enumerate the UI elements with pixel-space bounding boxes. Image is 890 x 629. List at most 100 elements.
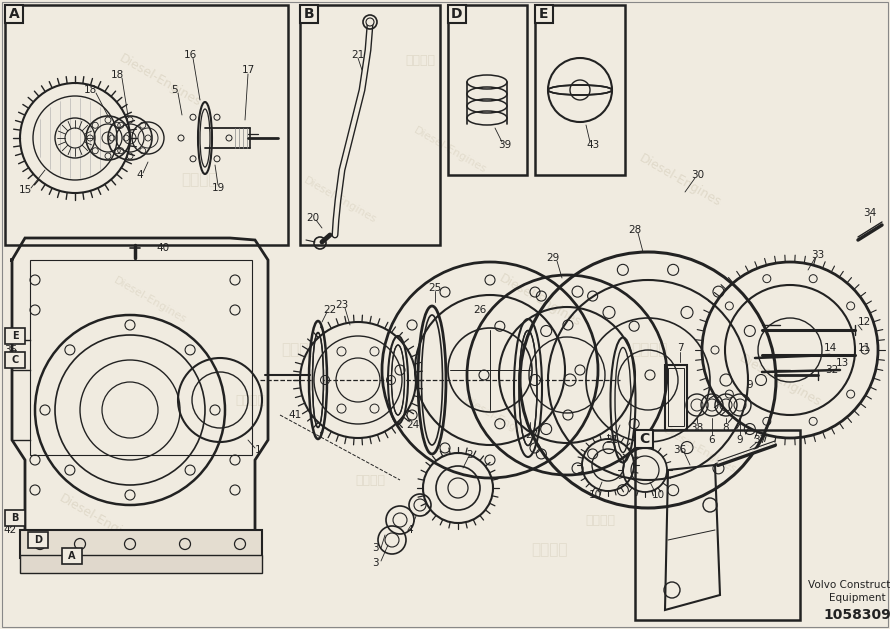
Text: Diesel-Engines: Diesel-Engines <box>302 175 378 225</box>
Text: 21: 21 <box>352 50 365 60</box>
Text: 紫发动力: 紫发动力 <box>355 474 385 486</box>
Bar <box>300 5 440 245</box>
Text: Volvo Construction: Volvo Construction <box>808 580 890 590</box>
Text: 29: 29 <box>546 253 560 263</box>
Text: 8: 8 <box>723 423 729 433</box>
Text: 15: 15 <box>19 185 32 195</box>
Text: 27: 27 <box>525 430 538 440</box>
Text: 17: 17 <box>241 65 255 75</box>
Text: C: C <box>12 355 19 365</box>
Text: Equipment: Equipment <box>829 593 886 603</box>
Text: 37: 37 <box>753 435 766 445</box>
Ellipse shape <box>548 85 612 95</box>
Bar <box>5 510 25 526</box>
Text: 12: 12 <box>858 317 871 327</box>
Text: 22: 22 <box>323 305 336 315</box>
Text: Diesel-Engines: Diesel-Engines <box>117 51 203 109</box>
Bar <box>668 368 684 426</box>
Text: 32: 32 <box>825 365 838 375</box>
Text: A: A <box>9 7 20 21</box>
Text: 16: 16 <box>183 50 197 60</box>
Text: 1058309: 1058309 <box>823 608 890 622</box>
Text: 10: 10 <box>651 490 665 500</box>
Bar <box>535 5 553 23</box>
Text: 33: 33 <box>812 250 825 260</box>
Text: 36: 36 <box>674 445 686 455</box>
Text: Diesel-Engines: Diesel-Engines <box>636 151 724 209</box>
Text: 紫发动力: 紫发动力 <box>282 343 319 357</box>
Bar <box>5 5 288 245</box>
Text: 4: 4 <box>137 170 143 180</box>
Text: Diesel-Engines: Diesel-Engines <box>57 491 143 548</box>
Text: 18: 18 <box>84 85 97 95</box>
Text: 40: 40 <box>157 243 170 253</box>
Text: 34: 34 <box>863 208 877 218</box>
Text: E: E <box>12 331 19 341</box>
Bar <box>448 5 466 23</box>
Text: 20: 20 <box>306 213 320 223</box>
Bar <box>635 430 653 448</box>
Text: E: E <box>539 7 549 21</box>
Text: 3: 3 <box>372 543 378 553</box>
Text: 紫发动力: 紫发动力 <box>531 542 568 557</box>
Text: 10: 10 <box>588 490 602 500</box>
Text: Diesel-Engines: Diesel-Engines <box>662 425 738 475</box>
Bar <box>5 328 25 344</box>
Bar <box>5 352 25 368</box>
Text: 紫发动力: 紫发动力 <box>585 513 615 526</box>
Bar <box>20 555 262 573</box>
Text: Diesel-Engines: Diesel-Engines <box>737 351 823 409</box>
Bar <box>635 430 800 620</box>
Text: 6: 6 <box>708 435 716 445</box>
Bar <box>665 365 687 430</box>
Bar <box>300 5 318 23</box>
Text: 41: 41 <box>288 410 302 420</box>
Bar <box>28 532 48 548</box>
Text: C: C <box>639 432 649 446</box>
Ellipse shape <box>312 333 323 428</box>
Text: 1: 1 <box>255 445 262 455</box>
Text: D: D <box>451 7 463 21</box>
Bar <box>62 548 82 564</box>
Text: 28: 28 <box>628 225 642 235</box>
Text: 24: 24 <box>407 420 419 430</box>
Text: 18: 18 <box>110 70 124 80</box>
Bar <box>20 530 262 558</box>
Text: 43: 43 <box>587 140 600 150</box>
Text: 3: 3 <box>372 558 378 568</box>
Text: Diesel-Engines: Diesel-Engines <box>412 125 489 175</box>
Text: 5: 5 <box>172 85 178 95</box>
Text: 35: 35 <box>4 345 17 355</box>
Text: 7: 7 <box>676 343 684 353</box>
Bar <box>30 260 252 455</box>
Text: 11: 11 <box>858 343 871 353</box>
Ellipse shape <box>392 345 404 415</box>
Text: Diesel-Engines: Diesel-Engines <box>112 275 188 325</box>
Text: D: D <box>34 535 42 545</box>
Text: B: B <box>303 7 314 21</box>
Bar <box>535 5 625 175</box>
Text: Diesel-Engines: Diesel-Engines <box>462 395 538 445</box>
Ellipse shape <box>200 109 210 167</box>
Text: A: A <box>69 551 76 561</box>
Text: 31: 31 <box>605 435 619 445</box>
Text: 25: 25 <box>428 283 441 293</box>
Text: 26: 26 <box>473 305 487 315</box>
Text: 30: 30 <box>692 170 705 180</box>
Text: 14: 14 <box>823 343 837 353</box>
Text: 42: 42 <box>3 525 16 535</box>
Bar <box>5 5 23 23</box>
Text: 19: 19 <box>212 183 224 193</box>
Text: 4: 4 <box>407 525 413 535</box>
Text: 紫发动力: 紫发动力 <box>235 394 265 406</box>
Text: 紫发动力: 紫发动力 <box>182 172 218 187</box>
Text: 9: 9 <box>737 435 743 445</box>
Text: 紫发动力: 紫发动力 <box>632 343 668 357</box>
Text: 39: 39 <box>498 140 512 150</box>
Text: 13: 13 <box>836 358 849 368</box>
Text: 38: 38 <box>691 423 704 433</box>
Ellipse shape <box>519 330 537 445</box>
Bar <box>448 5 527 175</box>
Text: Diesel-Engines: Diesel-Engines <box>497 271 583 329</box>
Text: 2: 2 <box>466 450 473 460</box>
